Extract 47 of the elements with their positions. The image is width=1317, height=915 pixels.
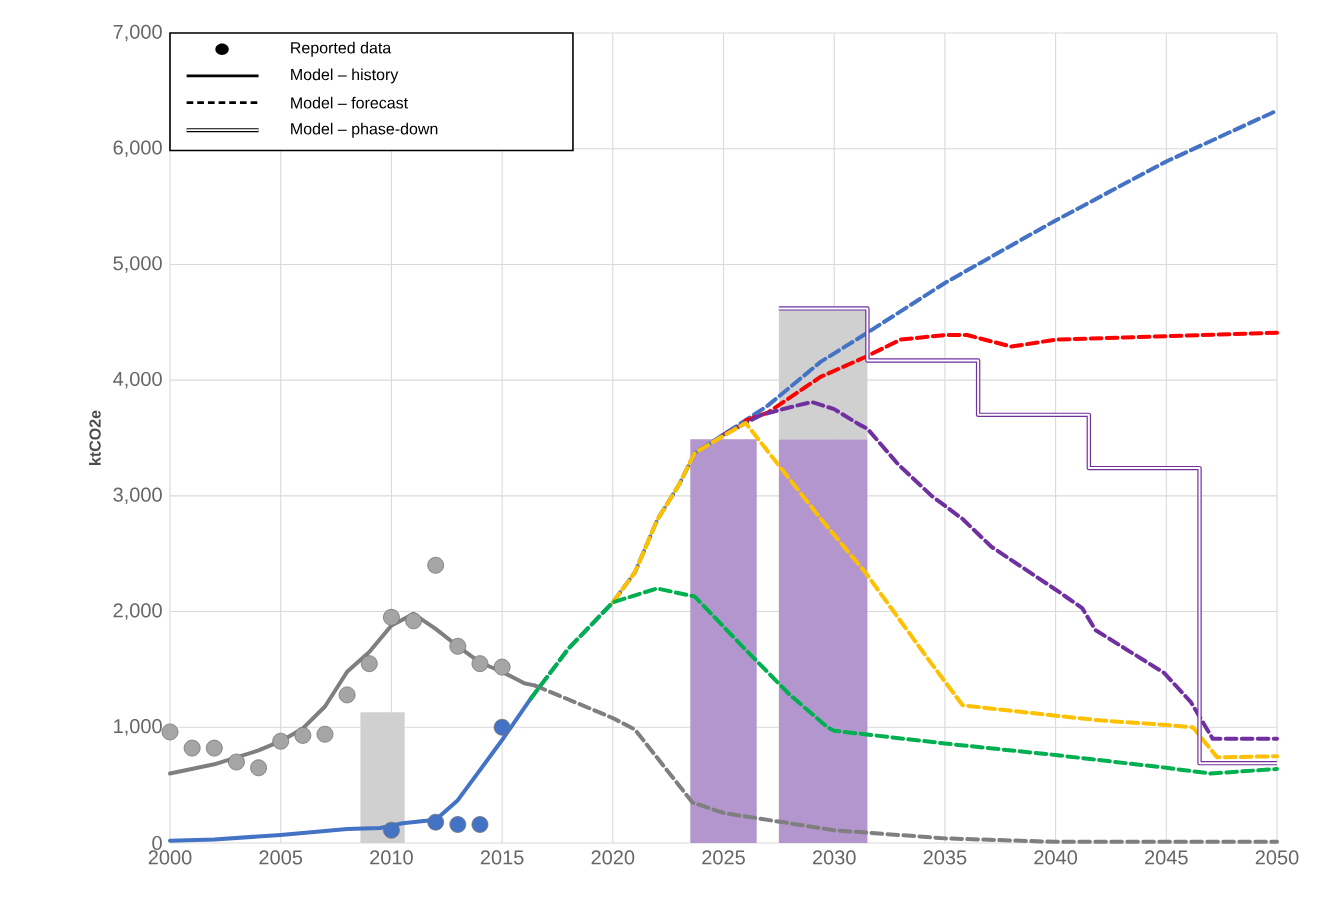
line-series	[528, 586, 1280, 776]
x-tick-label: 2035	[923, 850, 967, 865]
point	[427, 556, 445, 574]
point	[427, 813, 445, 831]
point	[471, 816, 489, 833]
point	[471, 655, 489, 673]
x-tick-label: 2030	[812, 850, 856, 865]
annotation: Model – history	[291, 68, 399, 84]
x-tick-label: 2000	[148, 850, 192, 865]
y-tick-label: 4,000	[113, 371, 162, 389]
point	[272, 732, 290, 750]
x-tick-label: 2045	[1145, 850, 1188, 865]
y-tick-label: 1,000	[114, 719, 162, 736]
x-tick-label: 2010	[370, 850, 413, 865]
point	[405, 612, 422, 630]
y-tick-label: 3,000	[113, 487, 162, 505]
annotation: Model – phase-down	[291, 122, 438, 138]
x-tick-label: 2015	[480, 850, 524, 865]
point	[316, 725, 334, 743]
y-axis-title: ktCO2e	[89, 410, 101, 465]
point	[294, 726, 312, 744]
point	[205, 739, 223, 757]
point	[228, 753, 245, 771]
x-tick-label: 2020	[591, 850, 635, 865]
y-tick-label: 6,000	[113, 140, 162, 157]
point	[161, 723, 179, 741]
point	[383, 821, 400, 839]
point	[250, 759, 267, 777]
x-tick-label: 2050	[1255, 850, 1299, 865]
point	[493, 658, 511, 676]
point	[493, 718, 511, 736]
x-tick-label: 2025	[702, 850, 745, 865]
annotation: Model – forecast	[291, 96, 408, 109]
y-tick-label: 7,000	[113, 24, 162, 42]
point	[338, 686, 356, 704]
y-tick-label: 0	[152, 835, 162, 851]
y-tick-label: 5,000	[113, 256, 162, 273]
point	[183, 739, 201, 757]
line-series	[610, 420, 1280, 760]
point	[449, 637, 467, 655]
x-tick-label: 2005	[259, 850, 303, 865]
point	[449, 816, 467, 833]
point	[383, 608, 400, 626]
x-tick-label: 2040	[1034, 850, 1078, 865]
y-tick-label: 2,000	[113, 603, 162, 620]
annotation: Reported data	[291, 41, 392, 57]
point	[360, 655, 378, 673]
